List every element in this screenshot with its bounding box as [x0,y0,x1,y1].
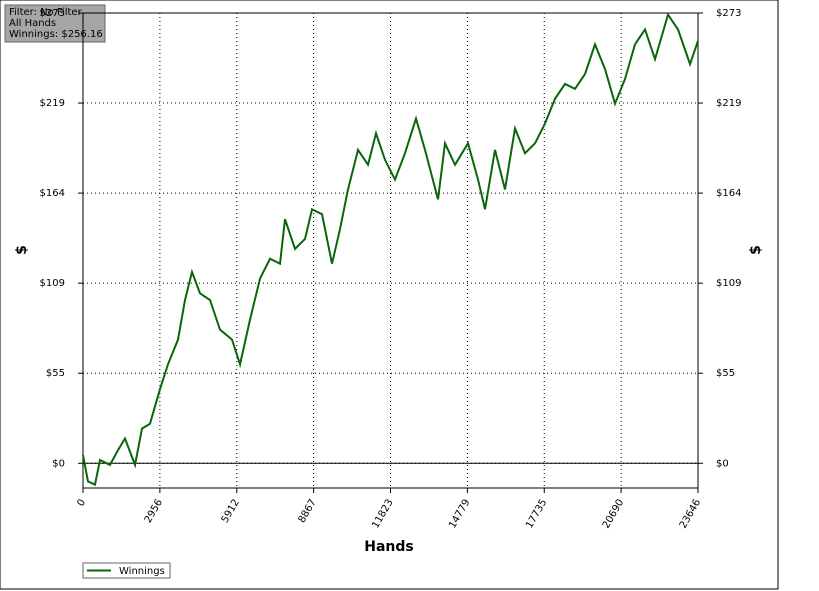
y2-tick-label: $109 [716,278,741,289]
info-line: Filter: No Filter [9,7,83,18]
y-tick-label: $109 [40,278,65,289]
legend-label: Winnings [119,566,165,577]
y2-axis-title: $ [748,245,764,255]
frame [0,0,779,590]
y2-tick-label: $219 [716,98,741,109]
y-tick-label: $164 [40,188,65,199]
info-line: Winnings: $256.16 [9,29,103,40]
y2-tick-label: $55 [716,368,735,379]
y-tick-label: $55 [46,368,65,379]
info-box [4,4,106,43]
data-line [82,12,699,487]
x-axis-title: Hands [364,539,414,555]
x-tick-label: 0 [75,498,88,509]
y-axis-title: $ [14,245,30,255]
y-tick-label: $0 [52,458,65,469]
y2-tick-label: $164 [716,188,741,199]
y-tick-label: $219 [40,98,65,109]
y-tick-label: $273 [40,8,65,19]
y2-tick-label: $0 [716,458,729,469]
info-line: All Hands [9,18,56,29]
y2-tick-label: $273 [716,8,741,19]
legend-box [82,562,171,579]
